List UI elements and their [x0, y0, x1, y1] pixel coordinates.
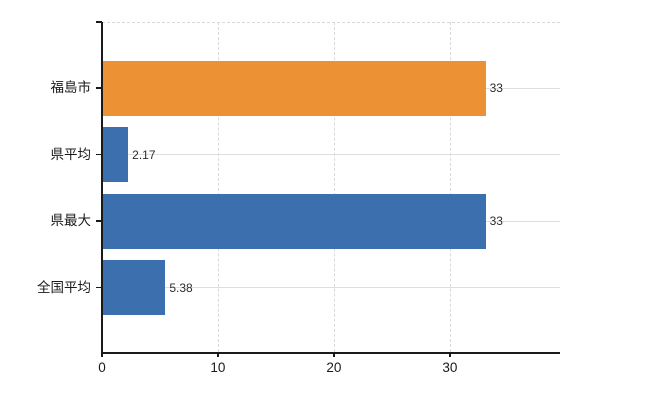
category-label: 全国平均 [37, 279, 91, 295]
x-axis-tick [217, 352, 219, 357]
plot-top-border [102, 22, 560, 23]
x-axis-tick [449, 352, 451, 357]
category-label: 県最大 [50, 213, 92, 228]
x-axis-tick-label: 10 [210, 360, 226, 375]
category-gridline [102, 154, 560, 155]
vertical-gridline [217, 22, 219, 352]
bar [103, 260, 166, 315]
y-axis-tick [96, 153, 102, 156]
y-axis-top-tick [96, 21, 102, 23]
x-axis-tick [333, 352, 335, 357]
bar-value-label: 5.38 [169, 280, 193, 295]
vertical-gridline [449, 22, 451, 352]
bar-value-label: 33 [489, 81, 503, 95]
category-label: 福島市 [50, 80, 92, 95]
y-axis-tick [96, 87, 102, 89]
bar-value-label: 33 [489, 214, 503, 228]
x-axis-tick-label: 0 [98, 360, 106, 375]
y-axis-tick [96, 220, 102, 222]
x-axis-tick [101, 352, 103, 357]
category-label: 県平均 [50, 146, 92, 162]
vertical-gridline [333, 22, 335, 352]
x-axis-line [101, 352, 560, 354]
bar [103, 193, 486, 249]
category-gridline [102, 287, 560, 288]
x-axis-tick-label: 20 [326, 360, 342, 375]
bar [103, 60, 486, 116]
bar [103, 127, 129, 182]
bar-value-label: 2.17 [132, 147, 156, 162]
y-axis-tick [96, 286, 102, 289]
x-axis-tick-label: 30 [442, 360, 458, 375]
y-axis-line [101, 22, 103, 354]
